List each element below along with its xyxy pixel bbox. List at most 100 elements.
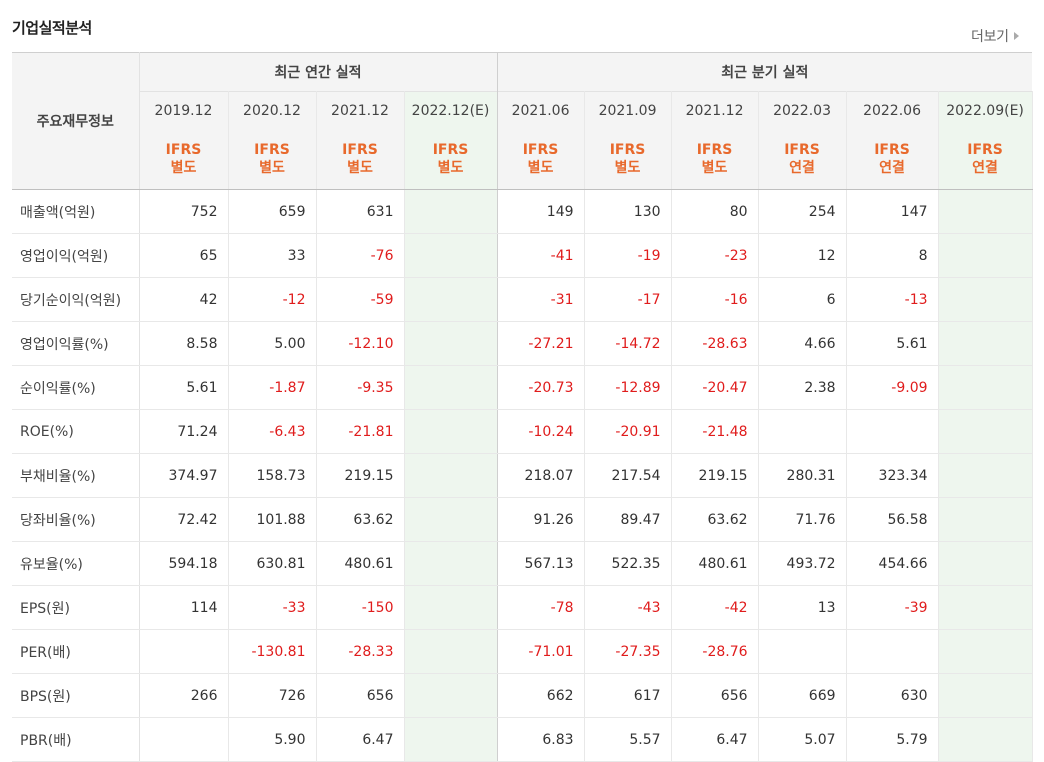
table-cell: 752 — [139, 189, 229, 234]
table-cell: 374.97 — [139, 453, 229, 498]
header-accounting-standard: IFRS 별도 — [497, 129, 585, 190]
table-cell: 63.62 — [316, 497, 405, 542]
table-cell — [758, 409, 847, 454]
table-cell: 71.76 — [758, 497, 847, 542]
table-cell: 5.61 — [139, 365, 229, 410]
table-cell: 630.81 — [228, 541, 317, 586]
table-cell: 323.34 — [846, 453, 939, 498]
table-cell — [404, 321, 498, 366]
standard-type: IFRS — [432, 142, 469, 158]
table-cell: 6.47 — [671, 717, 759, 762]
row-label: 매출액(억원) — [12, 189, 140, 234]
more-link-label: 더보기 — [971, 29, 1009, 45]
table-cell: 656 — [316, 673, 405, 718]
row-label: PBR(배) — [12, 717, 140, 762]
table-row: 영업이익(억원) 65 33 -76 -41 -19 -23 12 8 — [12, 233, 1033, 278]
table-cell: -150 — [316, 585, 405, 630]
standard-scope: 별도 — [701, 160, 728, 176]
table-cell: 280.31 — [758, 453, 847, 498]
table-cell: -13 — [846, 277, 939, 322]
row-label: 영업이익(억원) — [12, 233, 140, 278]
table-cell: -20.91 — [584, 409, 672, 454]
table-cell — [404, 365, 498, 410]
table-cell: 4.66 — [758, 321, 847, 366]
table-cell — [404, 541, 498, 586]
table-cell: 89.47 — [584, 497, 672, 542]
table-cell: 63.62 — [671, 497, 759, 542]
table-row: 당좌비율(%) 72.42 101.88 63.62 91.26 89.47 63.62 71… — [12, 497, 1033, 542]
table-cell: 219.15 — [671, 453, 759, 498]
table-cell — [938, 277, 1033, 322]
table-cell: 6 — [758, 277, 847, 322]
table-cell: 217.54 — [584, 453, 672, 498]
table-cell: 522.35 — [584, 541, 672, 586]
header-period: 2022.03 — [758, 91, 847, 129]
table-cell: 659 — [228, 189, 317, 234]
standard-scope: 별도 — [437, 160, 464, 176]
standard-type: IFRS — [696, 142, 733, 158]
table-cell: -23 — [671, 233, 759, 278]
more-link[interactable]: 더보기 — [971, 26, 1019, 46]
table-cell: 71.24 — [139, 409, 229, 454]
table-cell — [404, 717, 498, 762]
table-cell: 480.61 — [671, 541, 759, 586]
table-cell: -42 — [671, 585, 759, 630]
table-cell: 219.15 — [316, 453, 405, 498]
table-cell: 5.57 — [584, 717, 672, 762]
table-cell: -14.72 — [584, 321, 672, 366]
header-accounting-standard: IFRS 연결 — [758, 129, 847, 190]
table-cell — [404, 453, 498, 498]
header-period: 2021.12 — [671, 91, 759, 129]
standard-type: IFRS — [254, 142, 290, 158]
header-period: 2022.12(E) — [404, 91, 498, 129]
table-header: 주요재무정보 최근 연간 실적 최근 분기 실적 2019.12 2020.12 2021… — [12, 52, 1033, 190]
table-cell: -10.24 — [497, 409, 585, 454]
standard-type: IFRS — [165, 142, 202, 158]
header-period: 2020.12 — [228, 91, 317, 129]
table-row: ROE(%) 71.24 -6.43 -21.81 -10.24 -20.91 -21.48 — [12, 409, 1033, 454]
table-cell: -20.47 — [671, 365, 759, 410]
section-title: 기업실적분석 — [12, 19, 92, 37]
standard-type: IFRS — [967, 142, 1003, 158]
chevron-right-icon — [1013, 32, 1019, 40]
header-accounting-standard: IFRS 별도 — [671, 129, 759, 190]
table-cell: -19 — [584, 233, 672, 278]
table-cell: -21.81 — [316, 409, 405, 454]
table-cell: -12.89 — [584, 365, 672, 410]
standard-scope: 연결 — [972, 160, 998, 176]
header-quarter-group: 최근 분기 실적 — [497, 52, 1033, 92]
table-cell: -6.43 — [228, 409, 317, 454]
table-cell: 656 — [671, 673, 759, 718]
table-cell: 594.18 — [139, 541, 229, 586]
table-cell: -39 — [846, 585, 939, 630]
table-cell: 5.90 — [228, 717, 317, 762]
header-accounting-standard: IFRS 별도 — [228, 129, 317, 190]
table-cell — [758, 629, 847, 674]
standard-type: IFRS — [522, 142, 559, 158]
row-label: 영업이익률(%) — [12, 321, 140, 366]
table-cell — [938, 409, 1033, 454]
table-cell: 254 — [758, 189, 847, 234]
table-cell: 101.88 — [228, 497, 317, 542]
table-cell: 2.38 — [758, 365, 847, 410]
table-cell: 56.58 — [846, 497, 939, 542]
row-label: EPS(원) — [12, 585, 140, 630]
table-cell: 5.07 — [758, 717, 847, 762]
table-row: 순이익률(%) 5.61 -1.87 -9.35 -20.73 -12.89 -20.47 2… — [12, 365, 1033, 410]
table-cell: -31 — [497, 277, 585, 322]
table-cell — [404, 629, 498, 674]
table-cell: -28.76 — [671, 629, 759, 674]
table-cell: -20.73 — [497, 365, 585, 410]
table-cell: -43 — [584, 585, 672, 630]
table-cell: -41 — [497, 233, 585, 278]
table-cell: -130.81 — [228, 629, 317, 674]
table-cell: -12 — [228, 277, 317, 322]
table-cell — [938, 453, 1033, 498]
table-cell: 72.42 — [139, 497, 229, 542]
row-label: ROE(%) — [12, 409, 140, 454]
financial-table: 주요재무정보 최근 연간 실적 최근 분기 실적 2019.12 2020.12 2021… — [12, 52, 1033, 762]
table-cell: 130 — [584, 189, 672, 234]
table-cell: 266 — [139, 673, 229, 718]
header-accounting-standard: IFRS 별도 — [316, 129, 405, 190]
